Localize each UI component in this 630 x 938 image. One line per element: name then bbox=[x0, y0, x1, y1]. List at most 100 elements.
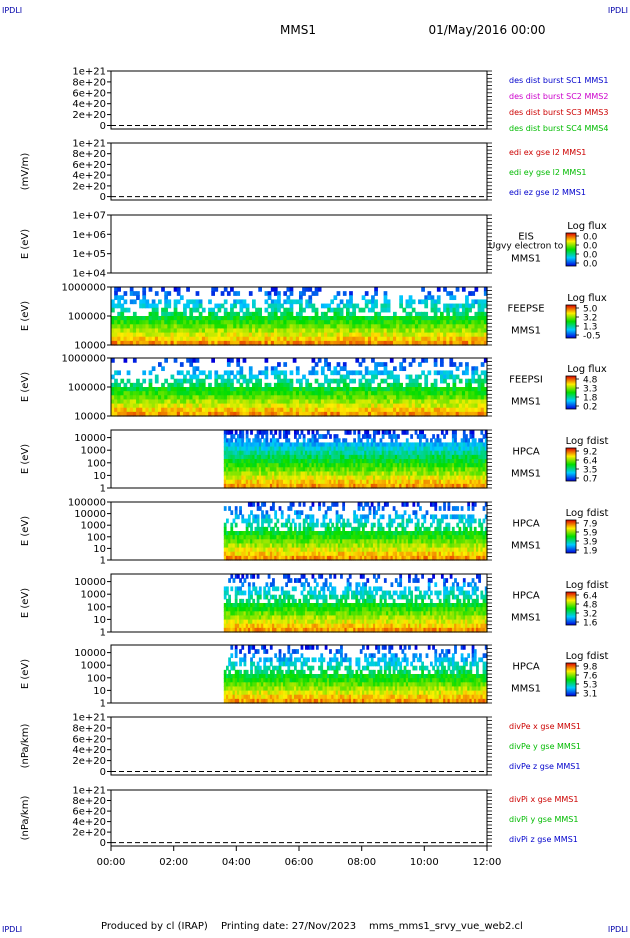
heatmap-cell bbox=[340, 308, 344, 313]
heatmap-cell bbox=[214, 370, 218, 375]
heatmap-cell bbox=[323, 502, 326, 507]
heatmap-cell bbox=[424, 358, 428, 363]
y-tick-label: 1000000 bbox=[61, 354, 106, 365]
heatmap-cell bbox=[346, 383, 350, 388]
heatmap-cell bbox=[268, 514, 271, 519]
heatmap-cell bbox=[265, 358, 269, 363]
heatmap-cell bbox=[315, 308, 319, 313]
heatmap-cell bbox=[230, 527, 233, 532]
heatmap-cell bbox=[437, 287, 441, 292]
heatmap-cell bbox=[340, 299, 344, 304]
heatmap-cell bbox=[246, 430, 249, 435]
heatmap-cell bbox=[233, 519, 236, 524]
heatmap-cell bbox=[390, 438, 393, 443]
heatmap-cell bbox=[449, 291, 453, 296]
heatmap-cell bbox=[434, 358, 438, 363]
heatmap-cell bbox=[336, 523, 339, 528]
heatmap-cell bbox=[465, 370, 469, 375]
heatmap-cell bbox=[233, 375, 237, 380]
heatmap-cell bbox=[481, 308, 485, 313]
heatmap-cell bbox=[369, 510, 372, 515]
heatmap-cell bbox=[155, 312, 159, 317]
heatmap-cell bbox=[362, 527, 365, 532]
heatmap-cell bbox=[465, 366, 469, 371]
heatmap-cell bbox=[111, 375, 115, 380]
y-tick-label: 0 bbox=[100, 192, 106, 203]
heatmap-cell bbox=[155, 308, 159, 313]
heatmap-cell bbox=[292, 519, 295, 524]
heatmap-cell bbox=[402, 366, 406, 371]
heatmap-cell bbox=[265, 299, 269, 304]
heatmap-cell bbox=[290, 308, 294, 313]
heatmap-cell bbox=[218, 308, 222, 313]
heatmap-cell bbox=[387, 299, 391, 304]
heatmap-cell bbox=[395, 438, 398, 443]
heatmap-cell bbox=[164, 308, 168, 313]
heatmap-cell bbox=[343, 291, 347, 296]
heatmap-cell bbox=[268, 383, 272, 388]
heatmap-cell bbox=[120, 312, 124, 317]
heatmap-cell bbox=[454, 438, 457, 443]
heatmap-cell bbox=[342, 527, 345, 532]
heatmap-cell bbox=[164, 358, 168, 363]
heatmap-cell bbox=[404, 510, 407, 515]
heatmap-cell bbox=[373, 438, 376, 443]
heatmap-cell bbox=[312, 502, 315, 507]
heatmap-cell bbox=[362, 506, 365, 511]
heatmap-cell bbox=[377, 502, 380, 507]
heatmap-cell bbox=[375, 510, 378, 515]
heatmap-cell bbox=[342, 502, 345, 507]
heatmap-cell bbox=[274, 366, 278, 371]
heatmap-cell bbox=[298, 514, 301, 519]
heatmap-cell bbox=[261, 510, 264, 515]
heatmap-cell bbox=[272, 527, 275, 532]
heatmap-cell bbox=[258, 383, 262, 388]
heatmap-cell bbox=[279, 430, 282, 435]
heatmap-cell bbox=[437, 308, 441, 313]
heatmap-cell bbox=[274, 430, 277, 435]
heatmap-cell bbox=[243, 299, 247, 304]
heatmap-cell bbox=[180, 295, 184, 300]
heatmap-cell bbox=[338, 519, 341, 524]
heatmap-cell bbox=[471, 375, 475, 380]
heatmap-cell bbox=[276, 519, 279, 524]
heatmap-cell bbox=[149, 379, 153, 384]
heatmap-cell bbox=[374, 287, 378, 292]
heatmap-cell bbox=[259, 438, 262, 443]
datetime-title: 01/May/2016 00:00 bbox=[428, 23, 545, 37]
heatmap-cell bbox=[312, 304, 316, 309]
heatmap-cell bbox=[315, 362, 319, 367]
heatmap-cell bbox=[158, 299, 162, 304]
panel-frame bbox=[111, 143, 487, 200]
heatmap-cell bbox=[402, 358, 406, 363]
heatmap-cell bbox=[316, 438, 319, 443]
heatmap-cell bbox=[401, 519, 404, 524]
heatmap-cell bbox=[377, 312, 381, 317]
heatmap-cell bbox=[418, 383, 422, 388]
heatmap-cell bbox=[274, 287, 278, 292]
heatmap-cell bbox=[202, 308, 206, 313]
y-tick-label: 1e+05 bbox=[72, 249, 106, 260]
y-tick-label: 8e+20 bbox=[72, 77, 106, 88]
mission-title: MMS1 bbox=[280, 23, 316, 37]
heatmap-cell bbox=[277, 295, 281, 300]
heatmap-cell bbox=[329, 527, 332, 532]
heatmap-cell bbox=[369, 434, 372, 439]
heatmap-cell bbox=[384, 295, 388, 300]
heatmap-cell bbox=[312, 358, 316, 363]
heatmap-cell bbox=[307, 430, 310, 435]
y-tick-label: 1e+06 bbox=[72, 230, 106, 241]
heatmap-cell bbox=[164, 295, 168, 300]
heatmap-cell bbox=[474, 366, 478, 371]
legend-entry: edi ey gse l2 MMS1 bbox=[509, 168, 587, 177]
heatmap-cell bbox=[287, 514, 290, 519]
heatmap-cell bbox=[481, 362, 485, 367]
heatmap-cell bbox=[365, 366, 369, 371]
heatmap-cell bbox=[230, 438, 233, 443]
heatmap-cell bbox=[124, 291, 128, 296]
y-axis-label: E (eV) bbox=[20, 301, 31, 331]
